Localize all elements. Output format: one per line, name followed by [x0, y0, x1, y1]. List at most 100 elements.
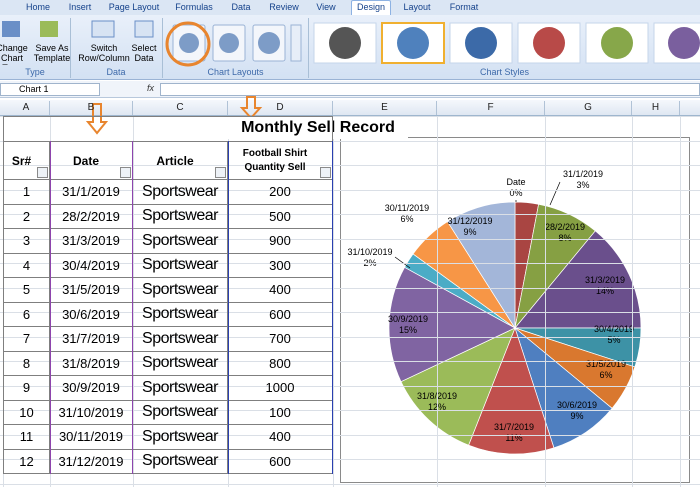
- table-cell: 12: [3, 449, 50, 474]
- filter-button[interactable]: [37, 167, 48, 178]
- table-cell: 11: [3, 425, 50, 450]
- column-header: G: [545, 101, 632, 115]
- grid-row-line: [0, 189, 700, 191]
- grid-row-line: [0, 434, 700, 436]
- grid-row-line: [0, 116, 700, 117]
- highlight-circle: [165, 21, 211, 67]
- ribbon-tab[interactable]: Formulas: [175, 2, 213, 12]
- table-cell: Sportswear: [133, 180, 228, 205]
- icon: [134, 20, 154, 38]
- tab-bar: [0, 0, 700, 15]
- icon: [329, 27, 361, 59]
- data-label-value: 3%: [576, 180, 589, 190]
- data-label-category: 31/5/2019: [586, 359, 626, 369]
- grid-row-line: [0, 140, 700, 142]
- icon: [601, 27, 633, 59]
- table-cell: Sportswear: [133, 327, 228, 352]
- leader-line: [549, 181, 561, 206]
- table-cell: 10: [3, 400, 50, 425]
- group-label: Type: [25, 67, 45, 77]
- table-title: Monthly Sell Record: [228, 117, 408, 139]
- grid-col-line: [333, 116, 334, 487]
- column-header: B: [50, 101, 133, 115]
- data-label-category: 31/12/2019: [447, 216, 492, 226]
- leader-line: [394, 256, 411, 269]
- fx-label: fx: [147, 83, 155, 93]
- data-label-value: 15%: [399, 325, 417, 335]
- separator: [308, 18, 309, 78]
- name-box[interactable]: Chart 1: [0, 83, 100, 96]
- data-label-category: 30/11/2019: [385, 203, 429, 213]
- grid-row-line: [0, 263, 700, 264]
- table-cell: 2: [3, 204, 50, 229]
- icon: [179, 33, 199, 53]
- title-row-frame: [3, 116, 333, 141]
- table-cell: 4: [3, 253, 50, 278]
- data-label-value: 8%: [558, 233, 571, 243]
- table-cell: 6: [3, 302, 50, 327]
- data-label-value: 5%: [607, 335, 620, 345]
- data-label-value: 14%: [596, 286, 614, 296]
- ribbon-tab[interactable]: Design: [351, 0, 391, 15]
- column-header: E: [333, 101, 437, 115]
- table-cell: 9: [3, 376, 50, 401]
- pie-slice: [468, 326, 555, 455]
- selection-border: [50, 141, 133, 474]
- ribbon-button[interactable]: Switch Row/Column: [78, 43, 130, 63]
- group-label: Chart Layouts: [207, 67, 264, 77]
- grid-row-line: [0, 238, 700, 240]
- ribbon-button[interactable]: Change Chart Type: [0, 43, 28, 65]
- grid-row-line: [0, 165, 700, 166]
- table-cell: 1: [3, 180, 50, 205]
- icon: [219, 33, 239, 53]
- table-cell: Sportswear: [133, 229, 228, 254]
- icon: [668, 27, 700, 59]
- data-label-value: 0%: [509, 188, 522, 198]
- icon: [2, 21, 20, 37]
- pie-slice: [447, 201, 516, 330]
- grid-col-line: [632, 116, 633, 487]
- group-label: Chart Styles: [479, 67, 530, 77]
- ribbon-tab[interactable]: Format: [449, 2, 479, 12]
- data-label-value: 9%: [463, 227, 476, 237]
- table-cell: 3: [3, 229, 50, 254]
- grid-row-line: [0, 483, 700, 485]
- filter-button[interactable]: [215, 167, 226, 178]
- data-label-value: 11%: [505, 433, 522, 443]
- filter-button[interactable]: [320, 167, 331, 178]
- ribbon-button[interactable]: Save As Template: [33, 43, 71, 63]
- icon: [40, 21, 58, 37]
- pie-slice: [514, 230, 642, 329]
- grid-row-line: [0, 385, 700, 387]
- ribbon-tab[interactable]: Data: [231, 2, 251, 12]
- data-label-category: 31/1/2019: [563, 169, 603, 179]
- icon: [91, 20, 115, 38]
- table-cell: Sportswear: [133, 204, 228, 229]
- column-header-bar: [0, 100, 700, 116]
- table-cell: Sportswear: [133, 425, 228, 450]
- ribbon-button[interactable]: Select Data: [131, 43, 157, 63]
- ribbon-tab[interactable]: Insert: [68, 2, 92, 12]
- data-label-category: 30/6/2019: [557, 400, 597, 410]
- table-cell: Sportswear: [133, 376, 228, 401]
- ribbon-tab[interactable]: Home: [25, 2, 50, 12]
- ribbon-tab[interactable]: Review: [269, 2, 299, 12]
- column-header: C: [133, 101, 228, 115]
- ribbon-tab[interactable]: View: [316, 2, 336, 12]
- grid-col-line: [545, 116, 546, 487]
- table-cell: Sportswear: [133, 449, 228, 474]
- filter-button[interactable]: [120, 167, 131, 178]
- ribbon-tab[interactable]: Page Layout: [108, 2, 160, 12]
- data-label-category: 31/3/2019: [585, 275, 625, 285]
- column-header: H: [632, 101, 680, 115]
- data-label-category: 30/9/2019: [388, 314, 428, 324]
- table-cell: Sportswear: [133, 253, 228, 278]
- ribbon-tab[interactable]: Layout: [403, 2, 431, 12]
- column-header: D: [228, 101, 333, 115]
- data-label-category: 30/4/2019: [594, 324, 634, 334]
- ribbon-icons: [2, 20, 700, 67]
- column-header: A: [3, 101, 50, 115]
- scroll[interactable]: [290, 24, 302, 62]
- pie-slice: [388, 266, 516, 383]
